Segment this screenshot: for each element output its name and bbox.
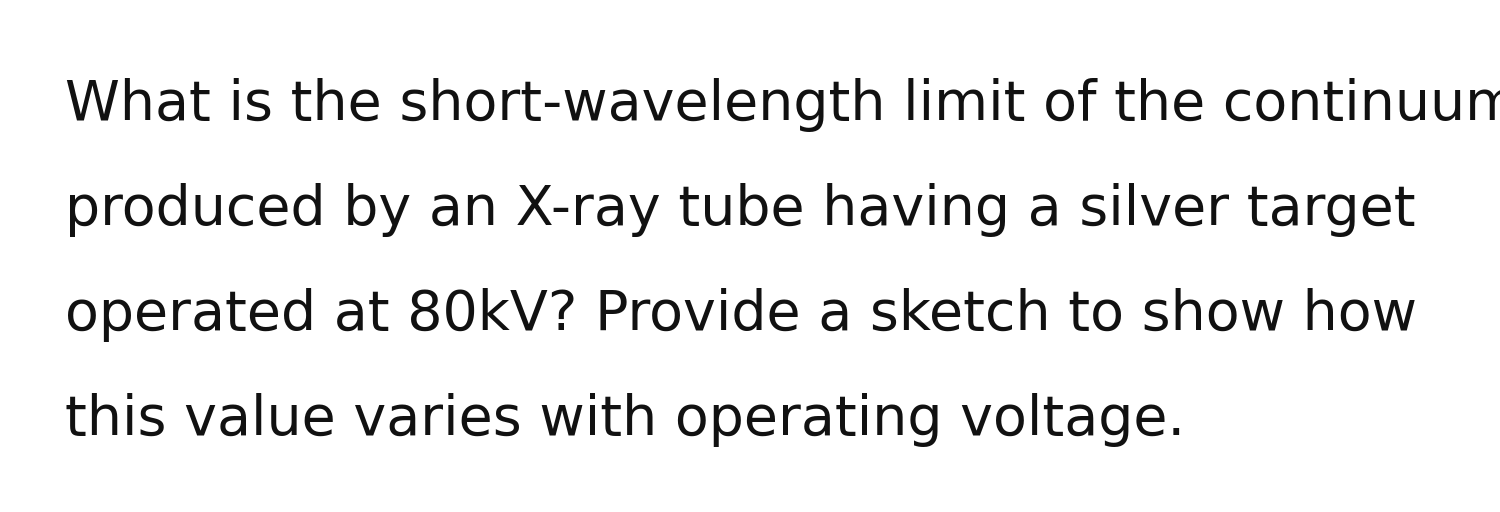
Text: What is the short-wavelength limit of the continuum: What is the short-wavelength limit of th…: [64, 78, 1500, 132]
Text: operated at 80kV? Provide a sketch to show how: operated at 80kV? Provide a sketch to sh…: [64, 288, 1417, 342]
Text: this value varies with operating voltage.: this value varies with operating voltage…: [64, 393, 1185, 447]
Text: produced by an X-ray tube having a silver target: produced by an X-ray tube having a silve…: [64, 183, 1416, 237]
